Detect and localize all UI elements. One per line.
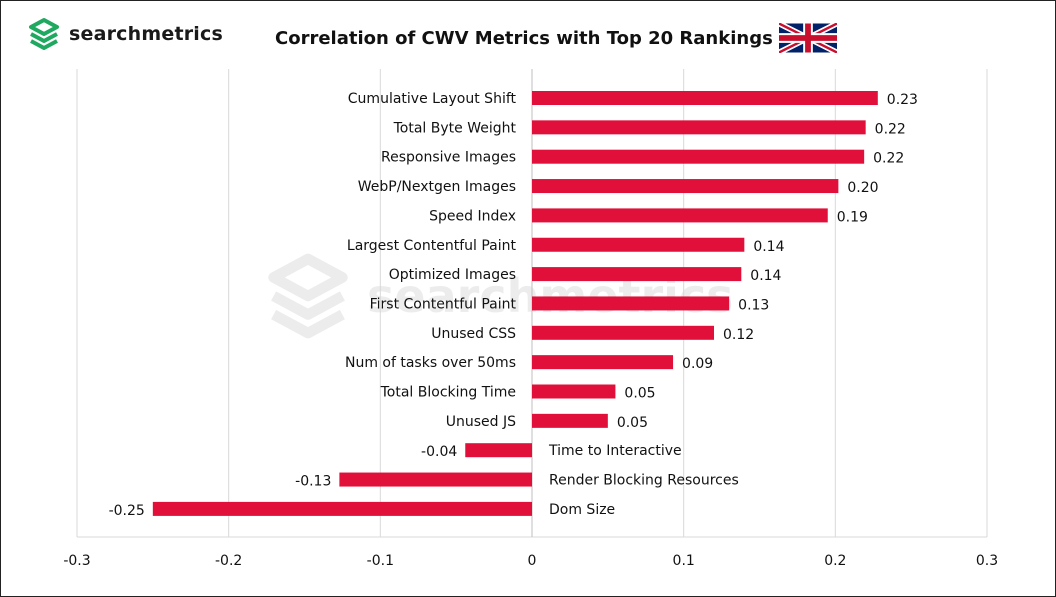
category-label: Total Blocking Time	[380, 385, 516, 401]
bar	[532, 384, 616, 399]
bar	[532, 208, 828, 223]
category-label: Cumulative Layout Shift	[348, 91, 517, 107]
brand-name: searchmetrics	[69, 23, 223, 45]
bar	[465, 443, 532, 458]
bar	[532, 355, 674, 370]
x-tick-label: 0.3	[976, 553, 998, 569]
data-label: 0.20	[847, 180, 878, 196]
data-label: 0.14	[750, 268, 781, 284]
chart-title: Correlation of CWV Metrics with Top 20 R…	[275, 27, 773, 49]
bar	[532, 413, 608, 428]
uk-flag-icon	[778, 23, 837, 53]
brand: searchmetrics	[27, 17, 223, 51]
category-label: Dom Size	[549, 502, 615, 518]
x-tick-label: 0.1	[673, 553, 695, 569]
x-tick-label: 0.2	[824, 553, 846, 569]
data-label: 0.19	[837, 209, 868, 225]
bars	[152, 91, 878, 516]
labels: Cumulative Layout Shift 0.23 Total Byte We…	[109, 91, 918, 519]
bar	[339, 472, 532, 487]
bar	[532, 325, 714, 340]
category-label: WebP/Nextgen Images	[358, 179, 516, 195]
category-label: Unused JS	[446, 414, 516, 430]
data-label: 0.12	[723, 327, 754, 343]
bar	[532, 237, 745, 252]
data-label: -0.25	[109, 503, 145, 519]
bar	[532, 149, 865, 164]
data-label: 0.05	[617, 415, 648, 431]
bar	[532, 91, 878, 105]
x-tick-label: -0.1	[367, 553, 394, 569]
data-label: 0.13	[738, 297, 769, 313]
data-label: 0.05	[624, 386, 655, 402]
searchmetrics-logo-icon	[29, 18, 59, 50]
category-label: First Contentful Paint	[370, 296, 517, 312]
data-label: 0.22	[875, 121, 906, 137]
category-label: Unused CSS	[431, 326, 516, 342]
bar	[532, 296, 730, 311]
data-label: 0.23	[887, 92, 918, 108]
bar	[532, 267, 742, 282]
title-row: Correlation of CWV Metrics with Top 20 R…	[275, 23, 837, 53]
x-tick-label: -0.3	[63, 553, 90, 569]
bar	[532, 120, 866, 135]
data-label: -0.04	[421, 444, 457, 460]
data-label: 0.09	[682, 356, 713, 372]
data-label: 0.14	[753, 239, 784, 255]
category-label: Largest Contentful Paint	[347, 238, 517, 254]
category-label: Time to Interactive	[548, 443, 682, 459]
category-label: Speed Index	[429, 208, 516, 224]
category-label: Render Blocking Resources	[549, 473, 739, 489]
category-label: Num of tasks over 50ms	[345, 355, 516, 371]
category-label: Responsive Images	[381, 150, 516, 166]
gridlines	[76, 69, 988, 538]
x-tick-label: -0.2	[215, 553, 242, 569]
data-label: 0.22	[873, 151, 904, 167]
data-label: -0.13	[295, 474, 331, 490]
bar	[532, 179, 839, 194]
bar	[152, 501, 533, 516]
category-label: Total Byte Weight	[393, 120, 517, 136]
category-label: Optimized Images	[389, 267, 516, 283]
x-axis-ticks: -0.3 -0.2 -0.1 0 0.1 0.2 0.3	[63, 553, 998, 569]
x-tick-label: 0	[528, 553, 537, 569]
